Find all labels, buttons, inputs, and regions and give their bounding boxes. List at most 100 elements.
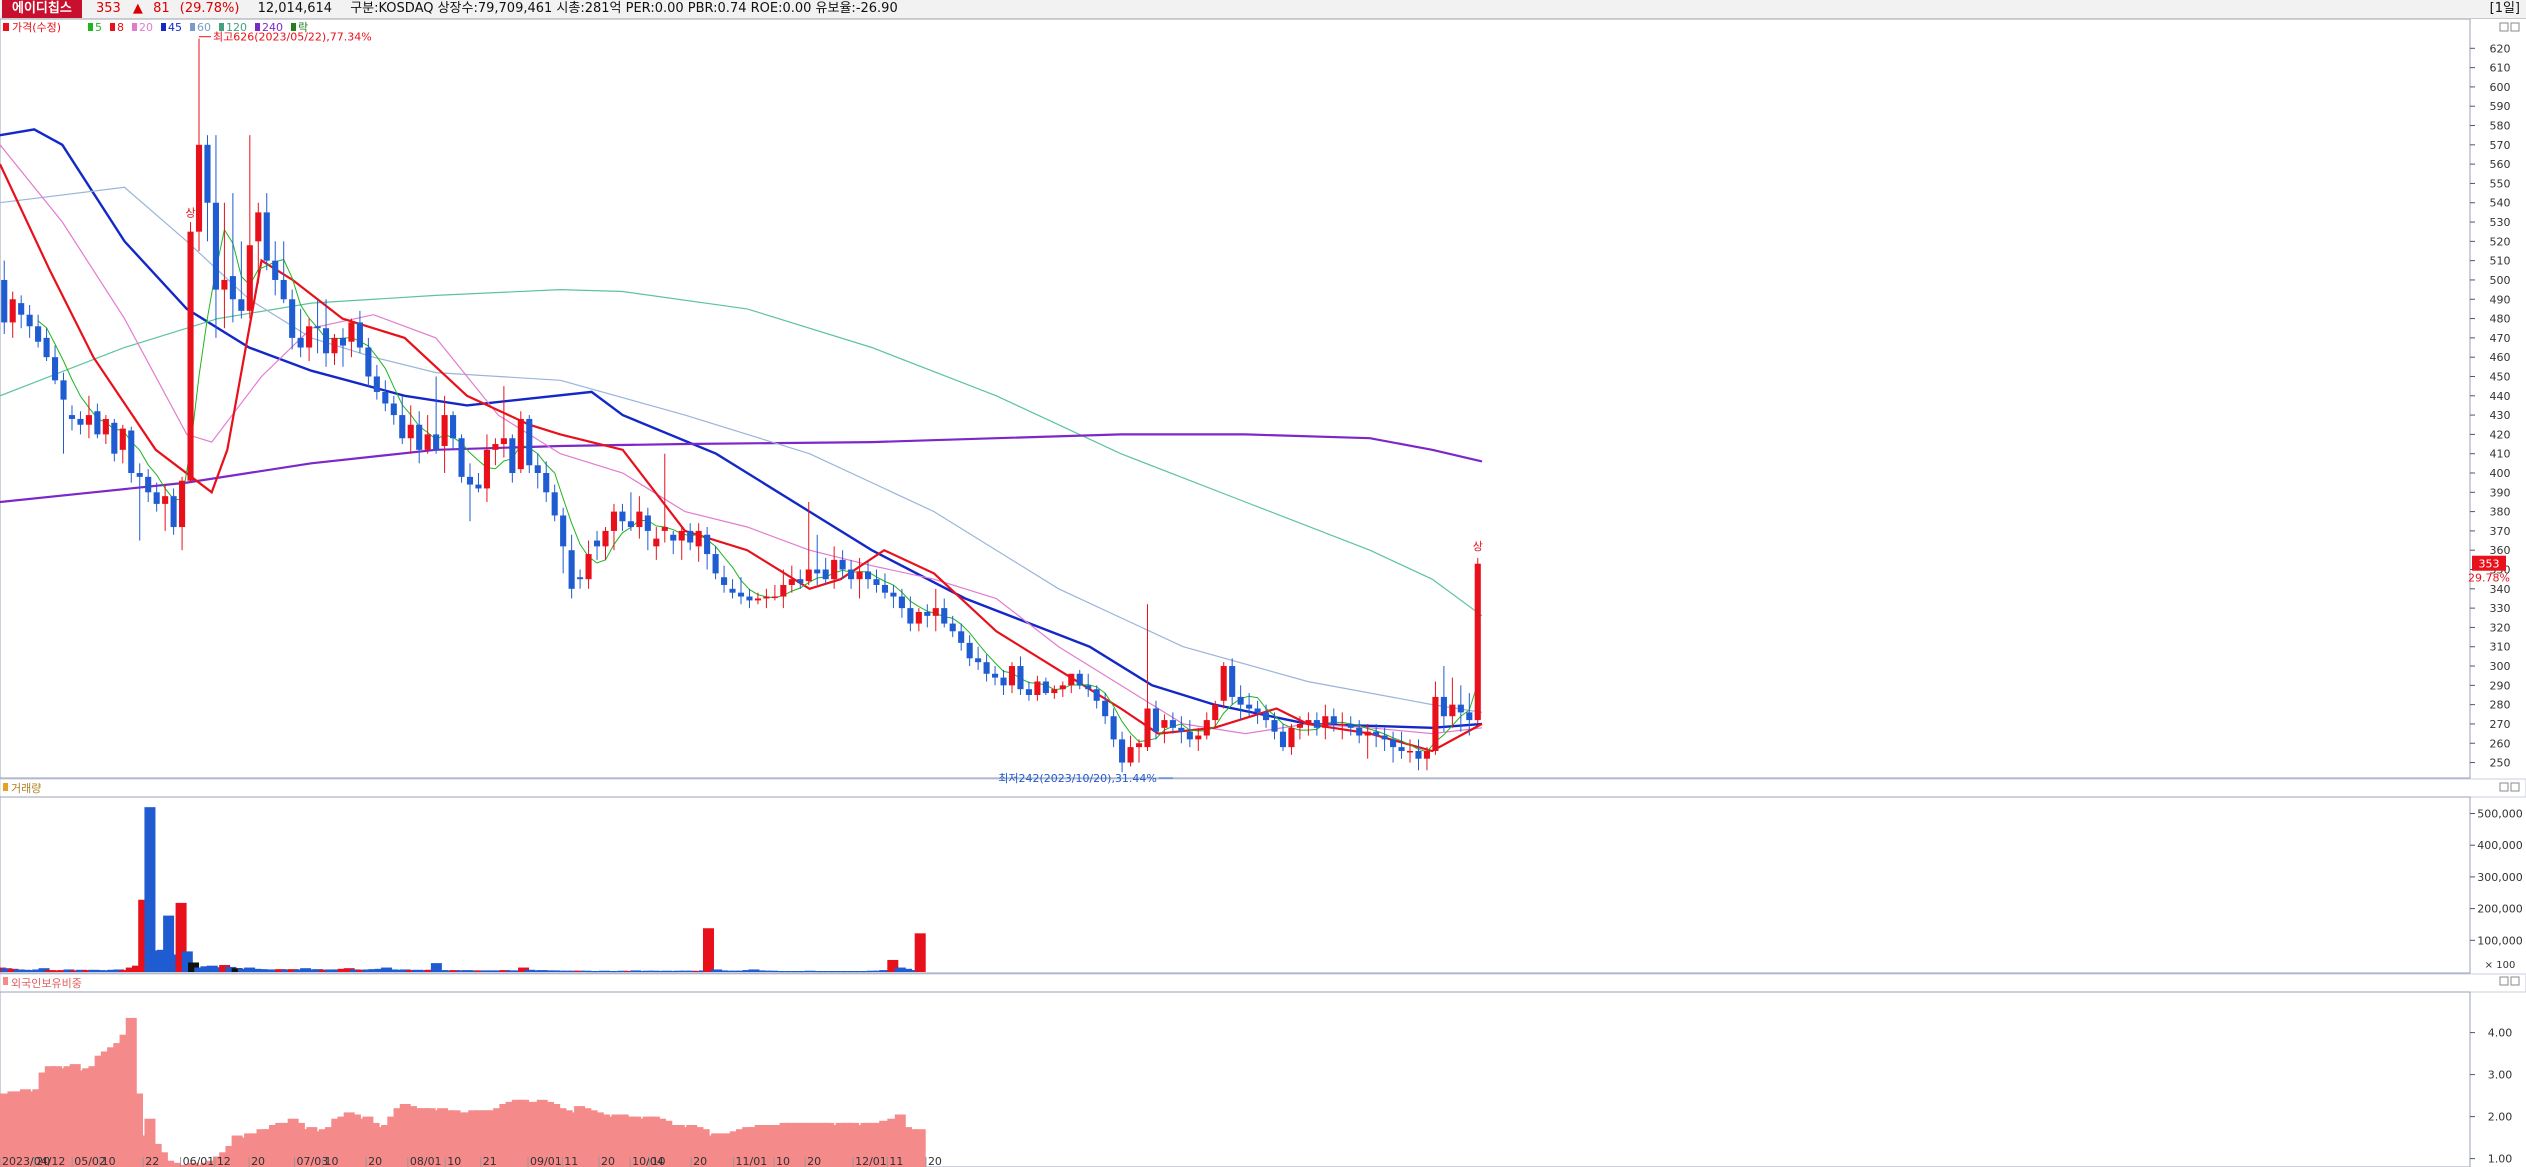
volume-bar [125, 967, 137, 972]
volume-bar [907, 970, 919, 972]
y-tick-label: 570 [2490, 139, 2511, 152]
volume-panel [0, 796, 2471, 974]
x-tick-label: 12/01 [855, 1155, 887, 1167]
ma-line-ma240 [0, 433, 1483, 504]
candle [873, 579, 880, 585]
foreign-bar [312, 1131, 324, 1167]
candle [458, 438, 465, 477]
foreign-bar [131, 1093, 143, 1167]
candle [1263, 712, 1270, 721]
candle [1390, 739, 1397, 748]
price-change: 81 [153, 1, 170, 16]
foreign-bar [586, 1110, 598, 1167]
candle [958, 631, 965, 643]
foreign-bar [88, 1066, 100, 1167]
candle [898, 596, 905, 609]
volume-bar [300, 968, 312, 972]
foreign-bar [412, 1108, 424, 1167]
foreign-bar [887, 1118, 899, 1167]
candle [119, 428, 126, 450]
volume-bar [231, 968, 243, 972]
y-tick-label: 290 [2490, 679, 2511, 692]
volume-bar [44, 970, 56, 972]
foreign-bar [816, 1122, 828, 1167]
foreign-bar [443, 1110, 455, 1167]
candle [1279, 731, 1287, 748]
candle [1254, 708, 1261, 713]
candle [170, 496, 177, 528]
foreign-bar [374, 1127, 386, 1167]
foreign-bar [773, 1125, 785, 1167]
volume-bar [736, 970, 747, 972]
foreign-bar [567, 1112, 579, 1167]
candle [263, 212, 270, 261]
legend-ma-label: 240 [262, 21, 283, 34]
y-tick-label: 460 [2490, 351, 2511, 364]
foreign-bar [26, 1091, 38, 1167]
candle [1423, 750, 1431, 759]
y-tick-label: 590 [2490, 100, 2511, 113]
y-tick-label: 280 [2490, 699, 2511, 712]
foreign-bar [38, 1072, 50, 1167]
volume-bar [181, 951, 193, 972]
foreign-bar [692, 1127, 704, 1167]
foreign-bar [368, 1122, 380, 1167]
volume-bar [894, 967, 906, 972]
foreign-bar [907, 1129, 919, 1167]
candle [407, 424, 414, 439]
candle [306, 326, 313, 348]
volume-bar [499, 970, 511, 972]
volume-bar [281, 969, 293, 972]
volume-bar [686, 970, 698, 972]
foreign-bar [530, 1101, 542, 1167]
candle [627, 521, 634, 528]
foreign-bar [293, 1122, 305, 1167]
foreign-bar [549, 1104, 561, 1167]
y-tick-label: 500,000 [2477, 808, 2523, 821]
y-tick-label: 470 [2490, 332, 2511, 345]
volume-bar [256, 969, 268, 972]
candle [1203, 720, 1210, 736]
ma-line-ma20 [0, 144, 1483, 735]
foreign-bar [156, 1152, 168, 1167]
volume-bar [163, 915, 175, 972]
volume-bar [100, 970, 112, 972]
volume-bar [901, 968, 913, 972]
legend-ma-label: 20 [139, 21, 153, 34]
foreign-bar [729, 1131, 741, 1167]
volume-bar [455, 970, 467, 972]
volume-bar [785, 971, 797, 973]
volume-bar [542, 970, 554, 972]
volume-bar [486, 970, 498, 972]
legend-ma-label: 60 [197, 21, 211, 34]
foreign-bar [605, 1116, 617, 1167]
foreign-bar [894, 1114, 906, 1167]
stock-name[interactable]: 에이디칩스 [2, 0, 82, 18]
candle [1432, 696, 1439, 751]
volume-bar [655, 971, 667, 973]
volume-bar [848, 971, 860, 973]
candle [839, 559, 846, 570]
volume-bar [387, 969, 399, 972]
foreign-bar [667, 1125, 679, 1167]
candle [560, 515, 567, 547]
candle [314, 326, 321, 329]
x-tick-label: 2023/04/12 [2, 1155, 65, 1167]
y-tick-label: 200,000 [2477, 903, 2523, 916]
volume-bar [702, 928, 714, 972]
candle [915, 611, 922, 624]
x-tick-label: 21 [483, 1155, 497, 1167]
y-tick-label: 500 [2490, 274, 2511, 287]
candle [1034, 681, 1041, 695]
y-tick-label: 550 [2490, 177, 2511, 190]
candle [339, 337, 347, 346]
candle [331, 337, 338, 354]
low-annotation: 최저242(2023/10/20),31.44% [998, 772, 1157, 785]
candle [704, 534, 711, 555]
foreign-bar [623, 1116, 635, 1167]
y-tick-label: 490 [2490, 293, 2511, 306]
stock-chart[interactable]: 2502602702802903003103203303403503603703… [0, 19, 2526, 1167]
volume-bar [113, 969, 125, 972]
period-selector[interactable]: [1일] [2489, 1, 2520, 16]
x-tick-label: 11 [564, 1155, 578, 1167]
